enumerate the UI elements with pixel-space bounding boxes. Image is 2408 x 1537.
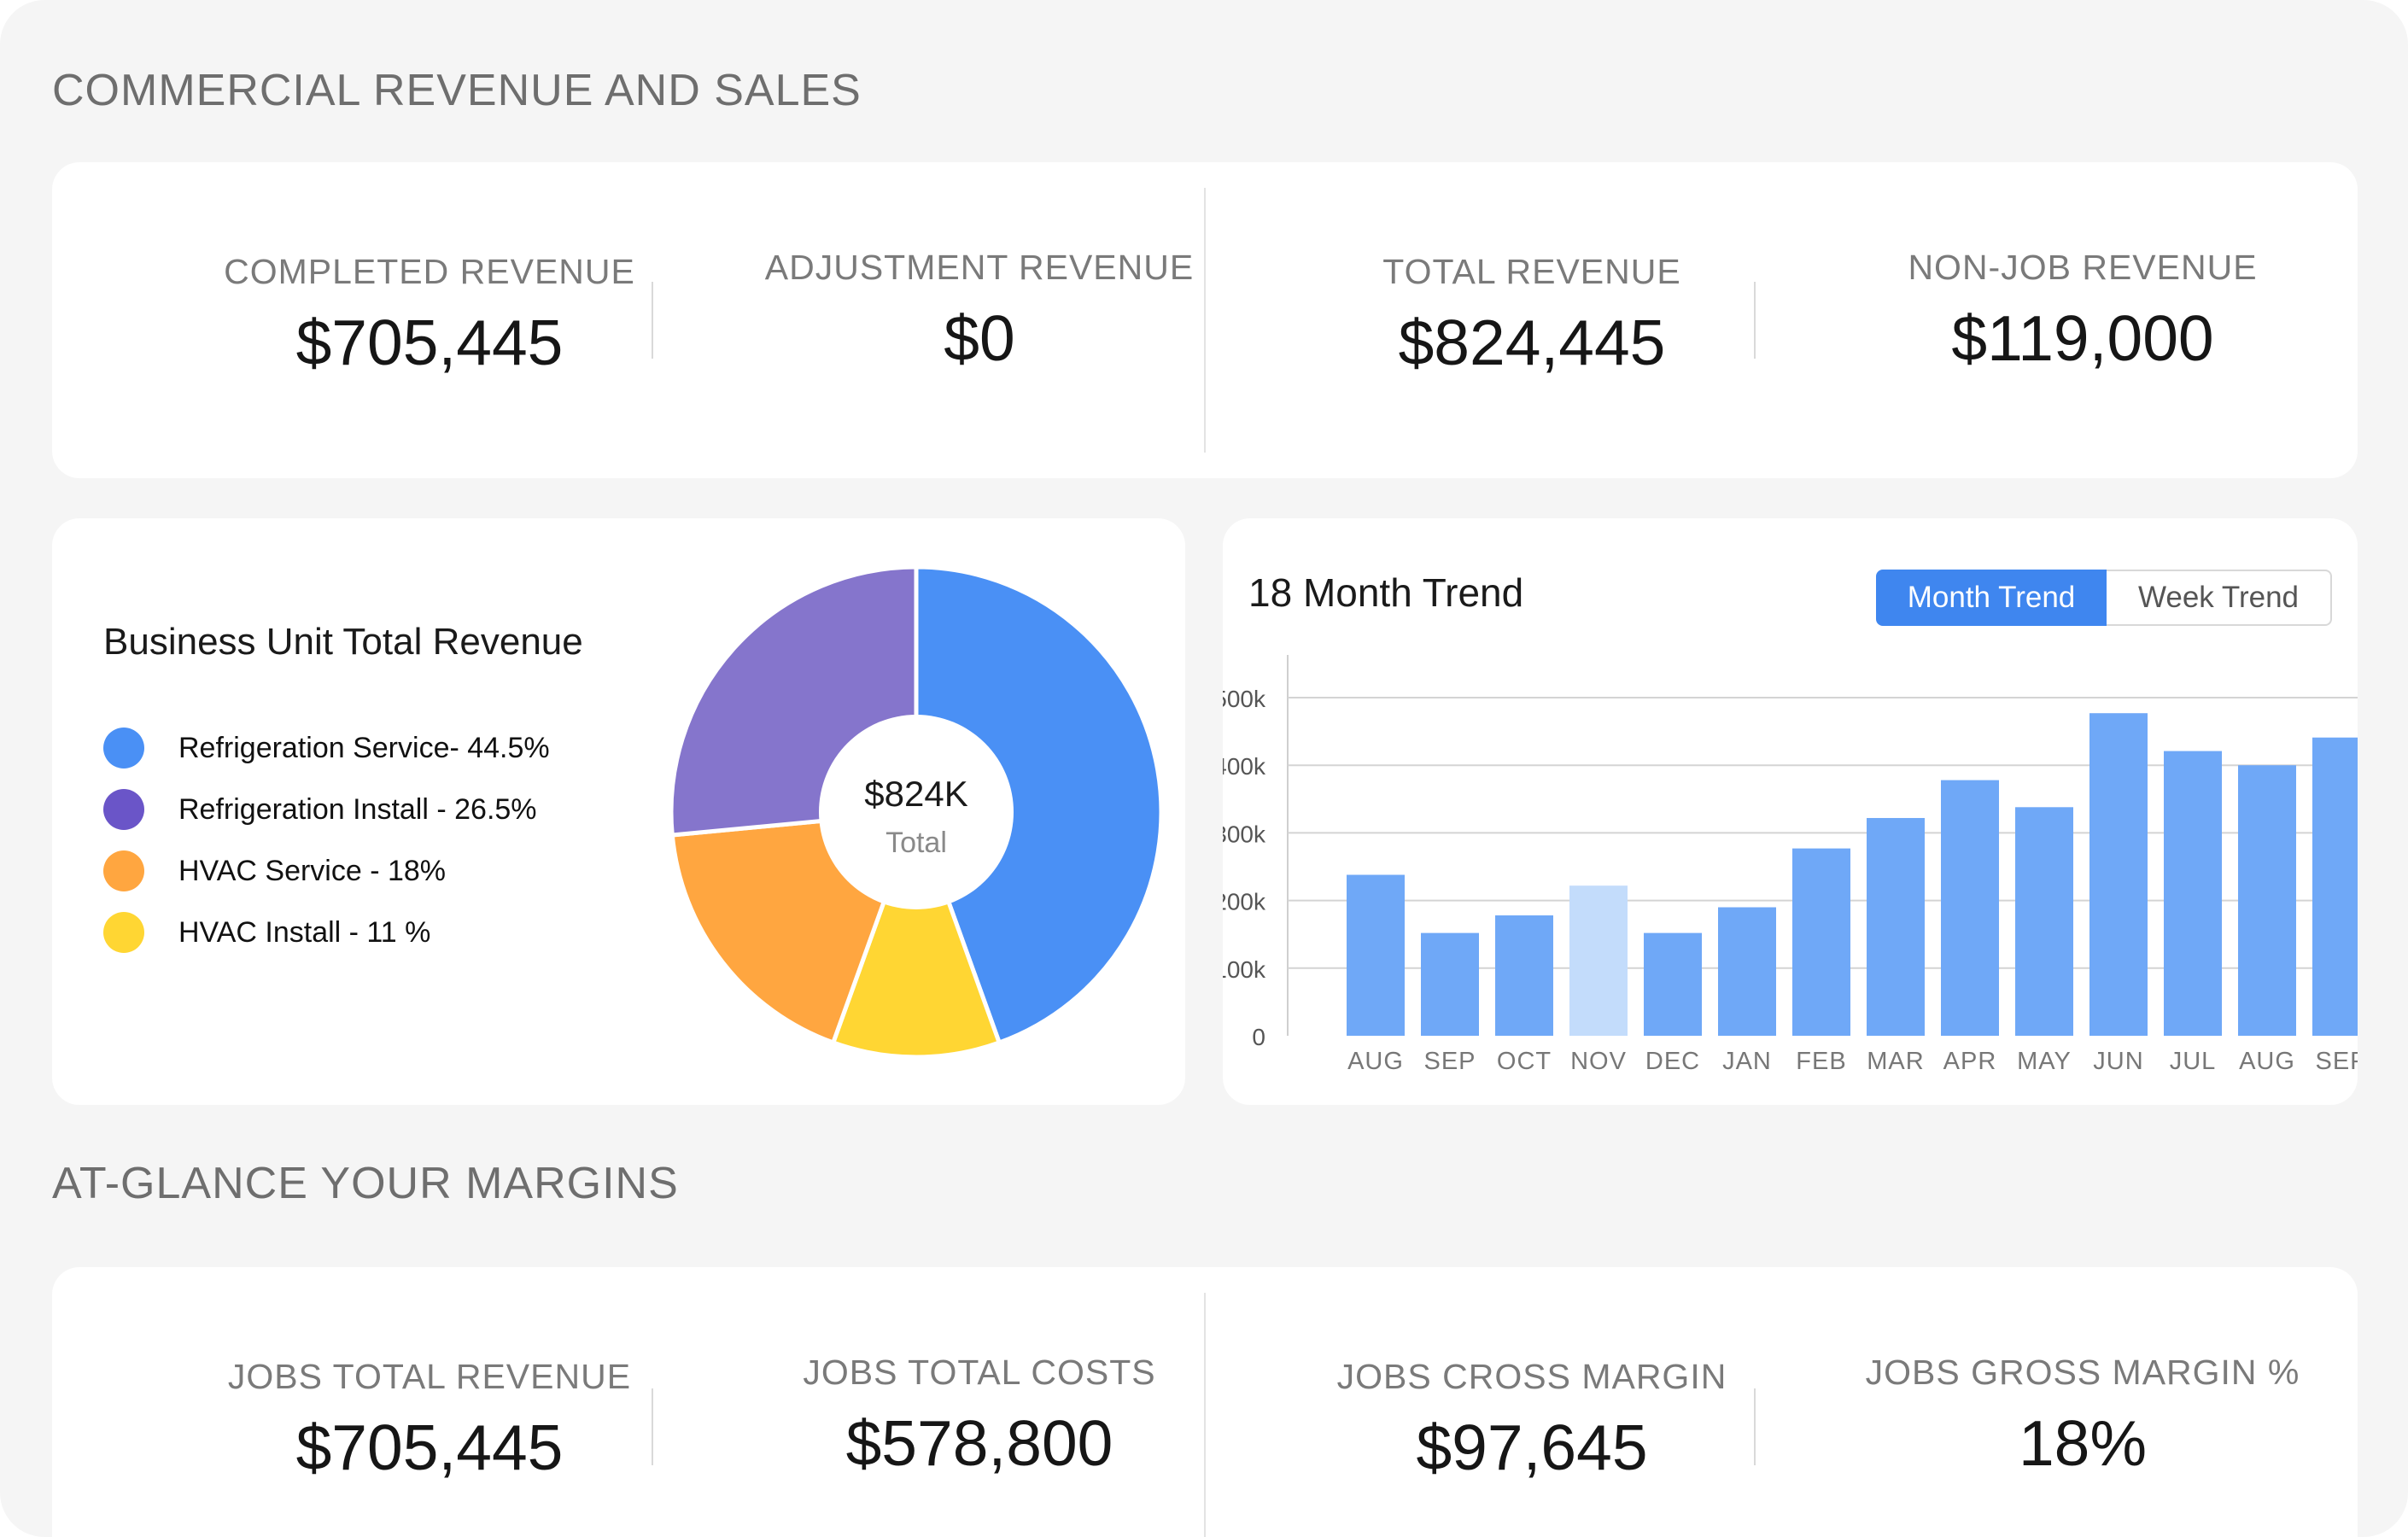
y-tick-label: 0 (1252, 1024, 1265, 1050)
divider (1204, 1293, 1206, 1537)
x-tick-label: AUG (1347, 1048, 1404, 1075)
stat-value: $119,000 (1951, 302, 2214, 374)
trend-bar-chart: 0 100k 200k 300k 400k 500k AUG SEP OCT NOV DEC JAN F… (1223, 655, 2358, 1075)
x-tick-label: FEB (1796, 1048, 1846, 1075)
business-unit-card: Business Unit Total Revenue Refrigeratio… (52, 518, 1185, 1105)
x-tick-label: JAN (1722, 1048, 1772, 1075)
legend-item-refrigeration-install: Refrigeration Install - 26.5% (103, 788, 537, 831)
y-tick-label: 200k (1223, 889, 1266, 915)
y-tick-label: 300k (1223, 821, 1266, 847)
bar-sep-13 (2312, 737, 2358, 1036)
stat-label: JOBS GROSS MARGIN % (1865, 1353, 2300, 1392)
month-trend-toggle[interactable]: Month Trend (1876, 570, 2107, 626)
bar-jul-11 (2164, 751, 2222, 1036)
completed-revenue-stat: COMPLETED REVENUE $705,445 (156, 252, 703, 379)
y-tick-label: 400k (1223, 753, 1266, 780)
stat-value: $0 (944, 302, 1015, 374)
x-tick-label: JUN (2093, 1048, 2143, 1075)
bar-may-9 (2015, 807, 2073, 1036)
adjustment-revenue-stat: ADJUSTMENT REVENUE $0 (706, 248, 1253, 375)
stat-value: $705,445 (295, 307, 564, 378)
stat-label: JOBS CROSS MARGIN (1336, 1357, 1727, 1396)
jobs-gross-margin-stat: JOBS GROSS MARGIN % 18% (1809, 1353, 2356, 1480)
x-tick-label: AUG (2239, 1048, 2295, 1075)
stat-value: $705,445 (295, 1411, 564, 1483)
legend-label: Refrigeration Service- 44.5% (178, 731, 550, 764)
x-tick-label: OCT (1497, 1048, 1552, 1075)
legend-item-hvac-service: HVAC Service - 18% (103, 850, 446, 892)
stat-value: 18% (2018, 1407, 2148, 1479)
legend-item-refrigeration-service: Refrigeration Service- 44.5% (103, 727, 550, 769)
divider (1204, 188, 1206, 453)
donut-slice-hvac-install (830, 805, 1002, 1060)
legend-dot (103, 912, 144, 953)
x-tick-label: MAY (2017, 1048, 2072, 1075)
donut-center-label: Total (885, 827, 947, 859)
y-tick-label: 100k (1223, 956, 1266, 983)
legend-label: Refrigeration Install - 26.5% (178, 792, 537, 826)
stat-label: JOBS TOTAL COSTS (803, 1353, 1156, 1392)
total-revenue-stat: TOTAL REVENUE $824,445 (1259, 252, 1805, 379)
business-unit-donut-chart: $824K Total (669, 564, 1164, 1060)
bar-mar-7 (1867, 817, 1925, 1036)
bar-sep-1 (1421, 932, 1479, 1036)
business-unit-title: Business Unit Total Revenue (103, 621, 583, 663)
y-tick-label: 500k (1223, 686, 1266, 712)
bar-jun-10 (2089, 713, 2148, 1036)
stat-value: $578,800 (845, 1407, 1113, 1479)
stat-label: TOTAL REVENUE (1382, 252, 1681, 291)
week-trend-toggle[interactable]: Week Trend (2107, 570, 2332, 626)
jobs-total-costs-stat: JOBS TOTAL COSTS $578,800 (706, 1353, 1253, 1480)
non-job-revenue-stat: NON-JOB REVENUE $119,000 (1809, 248, 2356, 375)
divider (652, 1388, 653, 1465)
donut-hole (819, 715, 1014, 909)
trend-card: 0 100k 200k 300k 400k 500k AUG SEP OCT NOV DEC JAN F… (1223, 518, 2358, 1105)
bar-aug-12 (2238, 765, 2296, 1036)
x-tick-label: APR (1943, 1048, 1997, 1075)
divider (652, 282, 653, 359)
legend-dot (103, 850, 144, 891)
legend-dot (103, 728, 144, 768)
x-tick-label: SEP (1423, 1048, 1476, 1075)
legend-label: HVAC Service - 18% (178, 854, 447, 887)
divider (1754, 282, 1756, 359)
legend-dot (103, 789, 144, 830)
donut-center-value: $824K (864, 774, 967, 814)
stat-label: COMPLETED REVENUE (224, 252, 635, 291)
stat-label: NON-JOB REVENUE (1908, 248, 2258, 287)
trend-title: 18 Month Trend (1248, 570, 1524, 615)
divider (1754, 1388, 1756, 1465)
bar-nov-3 (1569, 885, 1628, 1036)
stat-label: JOBS TOTAL REVENUE (227, 1357, 632, 1396)
stat-label: ADJUSTMENT REVENUE (764, 248, 1195, 287)
bar-dec-4 (1644, 932, 1702, 1036)
margins-summary-card: JOBS TOTAL REVENUE $705,445 JOBS TOTAL C… (52, 1267, 2358, 1537)
legend-label: HVAC Install - 11 % (178, 915, 431, 949)
jobs-total-revenue-stat: JOBS TOTAL REVENUE $705,445 (156, 1357, 703, 1484)
bar-apr-8 (1941, 780, 1999, 1036)
margins-section-title: AT-GLANCE YOUR MARGINS (52, 1159, 679, 1208)
bar-aug-0 (1347, 874, 1405, 1036)
x-tick-label: DEC (1645, 1048, 1700, 1075)
x-tick-label: SEP (2315, 1048, 2358, 1075)
bar-oct-2 (1495, 915, 1553, 1036)
x-tick-label: NOV (1570, 1048, 1627, 1075)
stat-value: $824,445 (1398, 307, 1666, 378)
revenue-summary-card: COMPLETED REVENUE $705,445 ADJUSTMENT RE… (52, 162, 2358, 478)
bar-feb-6 (1792, 848, 1850, 1036)
revenue-section-title: COMMERCIAL REVENUE AND SALES (52, 66, 862, 115)
bar-jan-5 (1718, 907, 1776, 1036)
legend-item-hvac-install: HVAC Install - 11 % (103, 911, 430, 954)
donut-slice-refrigeration-service (914, 564, 1164, 1046)
jobs-cross-margin-stat: JOBS CROSS MARGIN $97,645 (1259, 1357, 1805, 1484)
x-tick-label: JUL (2170, 1048, 2217, 1075)
stat-value: $97,645 (1416, 1411, 1648, 1483)
x-tick-label: MAR (1867, 1048, 1924, 1075)
